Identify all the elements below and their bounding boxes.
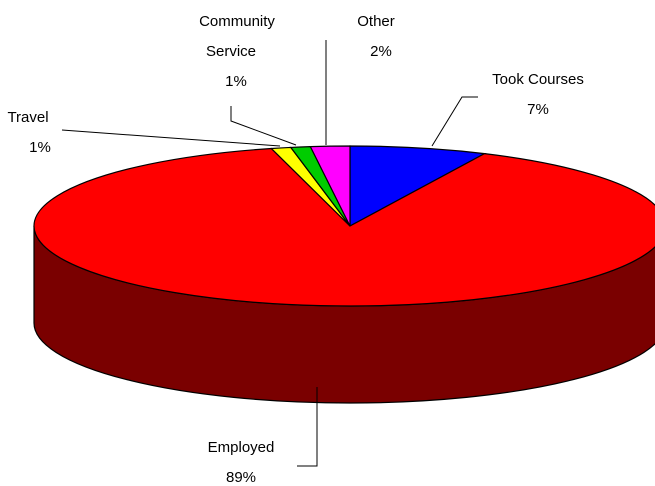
data-label-category: Travel bbox=[7, 109, 48, 126]
pie-slice-took-courses bbox=[349, 145, 487, 228]
data-label-percent: 2% bbox=[370, 43, 392, 60]
data-label-percent: 1% bbox=[225, 73, 247, 90]
data-label-category: Community bbox=[199, 13, 275, 30]
leader-line-community-service bbox=[230, 106, 297, 146]
data-label-category: Service bbox=[206, 43, 256, 60]
slices bbox=[33, 145, 655, 307]
pie-slice-employed bbox=[33, 147, 655, 307]
leader-line-employed bbox=[297, 387, 318, 467]
leader-line-travel bbox=[61, 129, 281, 147]
data-label-percent: 1% bbox=[29, 139, 51, 156]
data-label-percent: 89% bbox=[226, 469, 256, 486]
leader-line-took-courses bbox=[431, 96, 478, 147]
data-label-category: Other bbox=[357, 13, 395, 30]
data-label-category: Took Courses bbox=[492, 71, 584, 88]
data-label-category: Employed bbox=[208, 439, 275, 456]
leader-lines bbox=[61, 40, 478, 467]
pie-slice-other bbox=[309, 145, 351, 227]
data-labels: Took Courses 7% Employed 89% Travel 1% Communi… bbox=[7, 13, 583, 486]
data-label-percent: 7% bbox=[527, 101, 549, 118]
